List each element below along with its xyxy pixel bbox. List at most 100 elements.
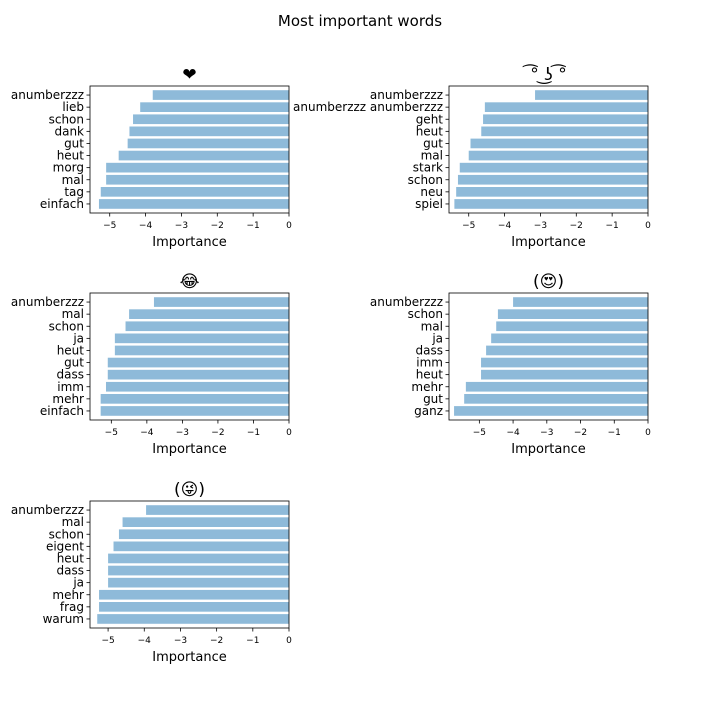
y-tick-label: tag xyxy=(64,185,84,199)
x-axis-label: Importance xyxy=(511,442,586,457)
bar xyxy=(118,529,289,540)
x-tick-label: −2 xyxy=(574,428,587,438)
bar xyxy=(491,333,648,344)
x-tick-label: −4 xyxy=(139,221,153,231)
bar xyxy=(484,102,648,112)
x-tick-label: −2 xyxy=(211,428,224,438)
y-tick-label: heut xyxy=(416,368,444,382)
x-tick-label: 0 xyxy=(645,221,651,231)
y-tick-label: einfach xyxy=(40,404,84,418)
y-tick-label: dank xyxy=(54,124,84,138)
y-tick-label: schon xyxy=(408,173,443,187)
y-tick-label: imm xyxy=(416,356,443,370)
x-tick-label: −3 xyxy=(175,221,188,231)
y-tick-label: warum xyxy=(43,612,84,626)
y-tick-label: frag xyxy=(60,600,84,614)
x-tick-label: −4 xyxy=(138,636,152,646)
x-tick-label: 0 xyxy=(645,428,651,438)
y-tick-label: gut xyxy=(64,136,84,150)
bar xyxy=(454,406,648,416)
bar xyxy=(100,394,289,404)
bar xyxy=(122,517,289,527)
y-tick-label: anumberzzz xyxy=(11,88,84,102)
bar xyxy=(98,199,290,209)
bar xyxy=(108,553,289,564)
y-tick-label: geht xyxy=(416,112,444,126)
y-tick-label: gut xyxy=(423,136,443,150)
x-tick-label: 0 xyxy=(286,221,292,231)
bar xyxy=(99,589,289,600)
bar xyxy=(454,199,648,209)
y-tick-label: anumberzzz xyxy=(11,295,84,309)
x-tick-label: −4 xyxy=(506,428,520,438)
y-tick-label: dass xyxy=(57,368,84,382)
subplot-title: (😍) xyxy=(533,272,564,292)
bar xyxy=(152,90,289,100)
x-tick-label: −2 xyxy=(570,221,583,231)
bar xyxy=(470,138,648,149)
y-tick-label: mehr xyxy=(52,392,84,406)
bar xyxy=(129,309,289,319)
y-tick-label: einfach xyxy=(40,197,84,211)
y-tick-label: schon xyxy=(49,319,84,333)
x-axis-label: Importance xyxy=(152,235,227,250)
y-tick-label: mehr xyxy=(52,588,84,602)
x-tick-label: −3 xyxy=(174,636,187,646)
y-tick-label: mal xyxy=(421,149,443,163)
x-tick-label: −1 xyxy=(606,221,619,231)
y-tick-label: dass xyxy=(57,564,84,578)
bar xyxy=(481,126,648,137)
bar xyxy=(465,381,648,392)
bar xyxy=(114,345,290,356)
bar xyxy=(107,369,290,380)
x-tick-label: 0 xyxy=(286,636,292,646)
bar xyxy=(108,577,289,588)
x-axis-label: Importance xyxy=(152,442,227,457)
plot-frame xyxy=(448,85,649,214)
x-tick-label: −1 xyxy=(247,221,260,231)
x-tick-label: −2 xyxy=(210,636,223,646)
y-tick-label: ganz xyxy=(414,404,443,418)
bar xyxy=(129,126,289,137)
bar xyxy=(113,541,290,552)
bar xyxy=(99,602,289,612)
y-tick-label: gut xyxy=(64,356,84,370)
y-tick-label: anumberzzz xyxy=(370,88,443,102)
bar xyxy=(496,321,648,332)
subplot-title: ❤ xyxy=(182,65,196,85)
subplot-5: anumberzzzmalschoneigentheutdassjamehrfr… xyxy=(11,480,292,665)
subplot-grid: anumberzzzliebschondankgutheutmorgmaltag… xyxy=(11,62,651,665)
bar xyxy=(97,614,290,624)
y-tick-label: heut xyxy=(57,149,85,163)
x-tick-label: −3 xyxy=(540,428,553,438)
bar xyxy=(127,138,290,149)
y-tick-label: mal xyxy=(62,307,84,321)
plot-frame xyxy=(89,500,290,629)
bar xyxy=(100,406,289,416)
y-tick-label: mal xyxy=(62,173,84,187)
y-tick-label: lieb xyxy=(62,100,84,114)
bar xyxy=(146,505,289,515)
bar xyxy=(497,309,648,319)
y-tick-label: schon xyxy=(49,112,84,126)
bar xyxy=(481,357,648,368)
x-tick-label: −4 xyxy=(498,221,512,231)
bar xyxy=(468,150,648,161)
plot-frame xyxy=(89,292,290,421)
bar xyxy=(106,162,289,173)
x-tick-label: −5 xyxy=(105,428,118,438)
x-axis-label: Importance xyxy=(152,650,227,665)
bar xyxy=(535,90,648,100)
y-tick-label: ja xyxy=(72,576,84,590)
bar xyxy=(108,565,289,576)
bar xyxy=(459,162,648,173)
y-tick-label: anumberzzz anumberzzz xyxy=(293,100,443,114)
subplot-title: ͡° ͜ʖ ͡° xyxy=(522,62,566,85)
plot-frame xyxy=(89,85,290,214)
y-tick-label: heut xyxy=(57,343,85,357)
x-tick-label: 0 xyxy=(286,428,292,438)
y-tick-label: dass xyxy=(416,343,443,357)
y-tick-label: stark xyxy=(413,161,443,175)
y-tick-label: imm xyxy=(57,380,84,394)
